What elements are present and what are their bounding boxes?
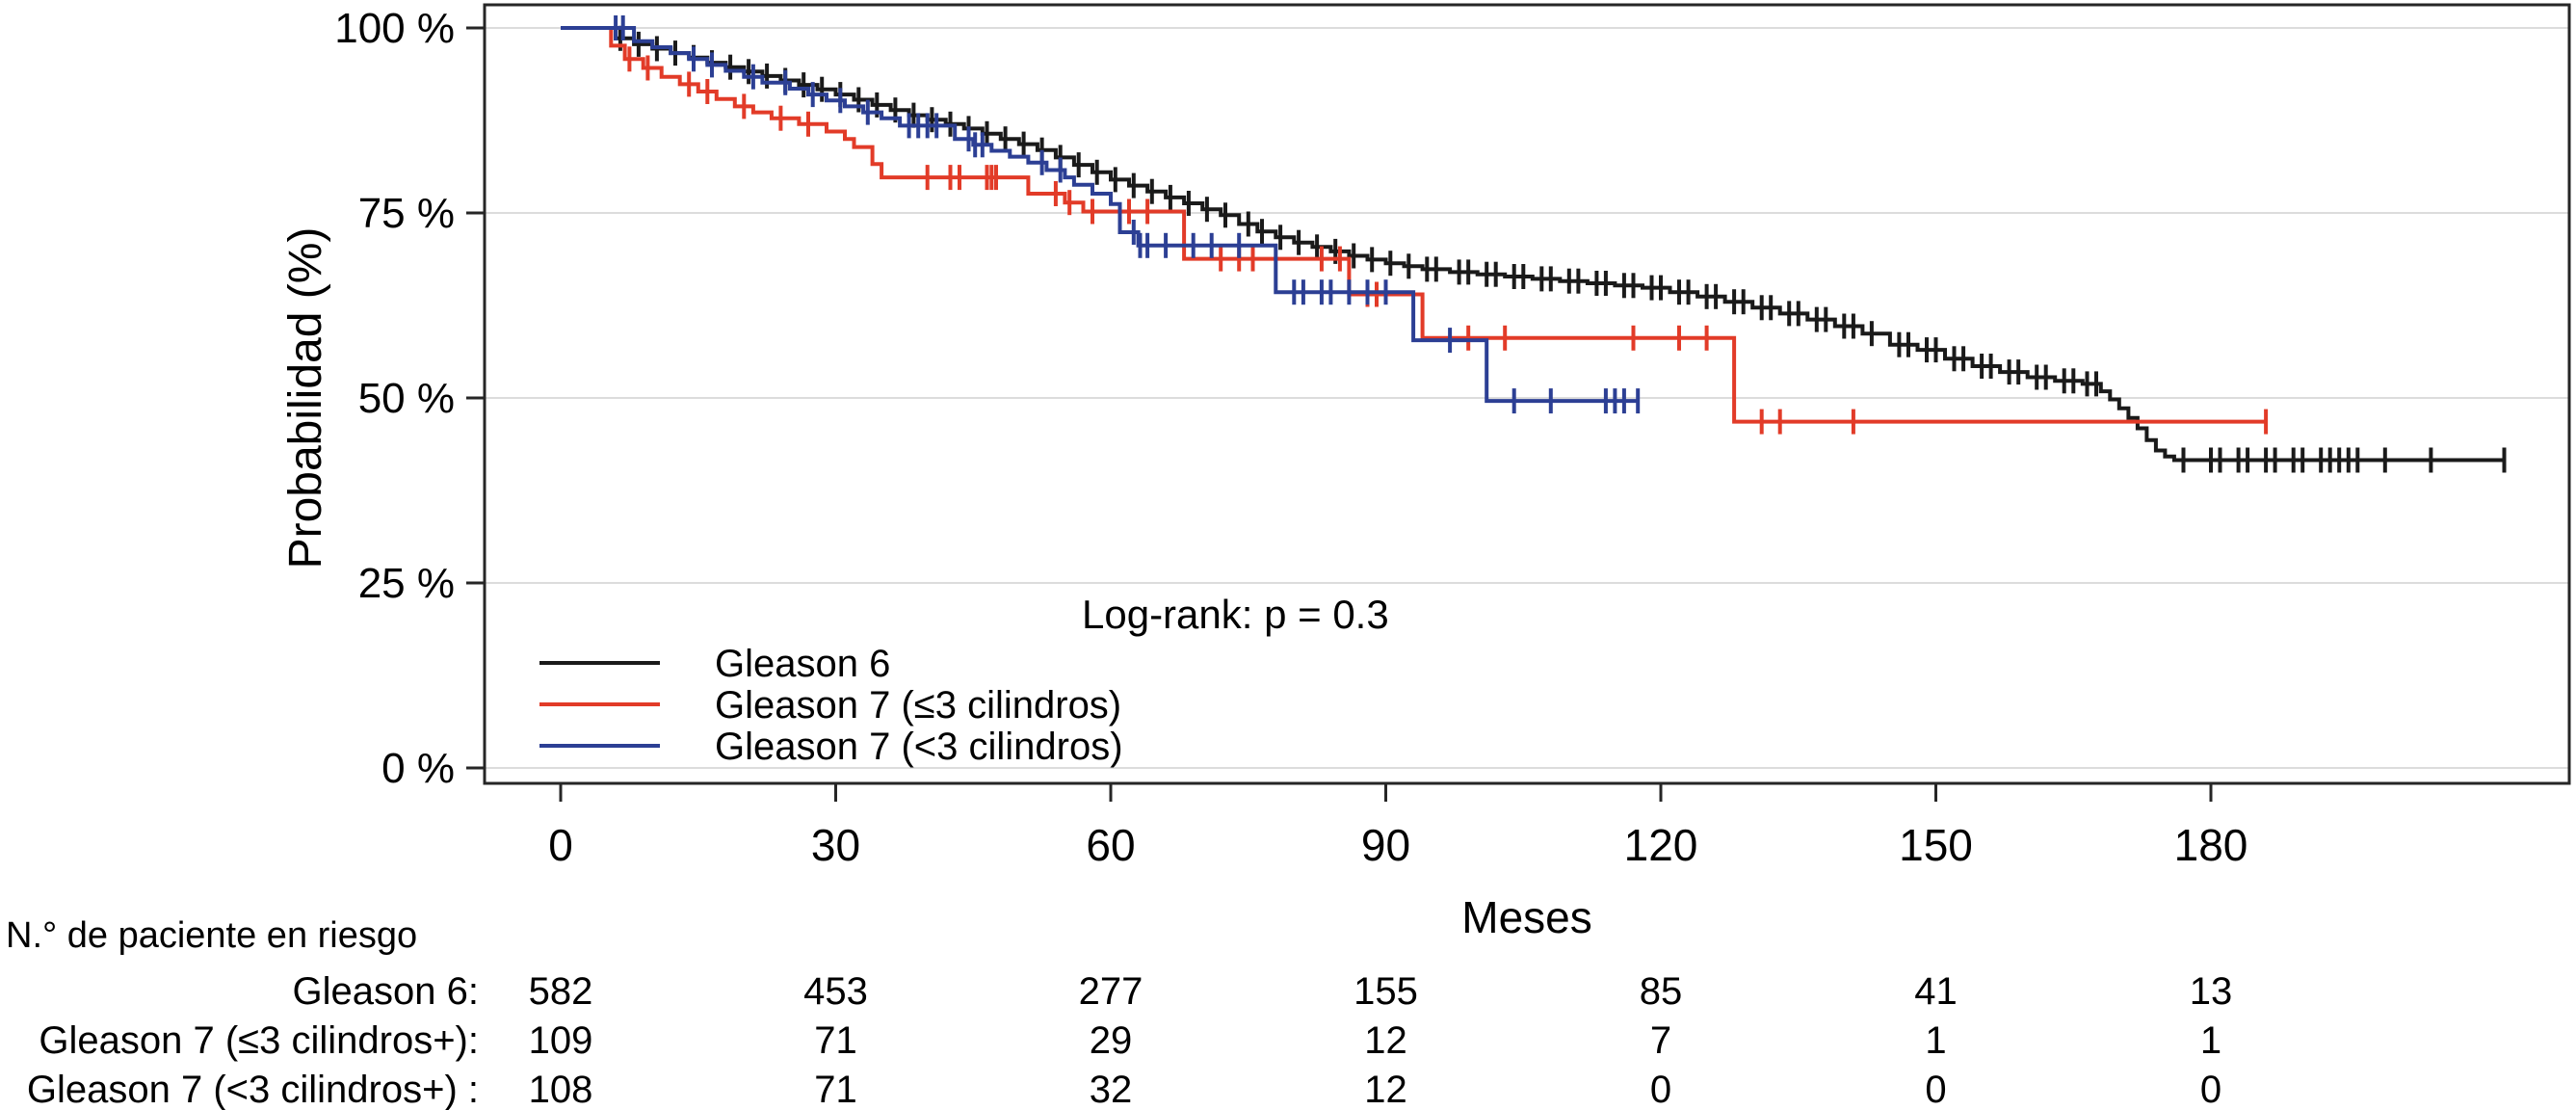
risk-count-row1-t120: 85 (1640, 970, 1683, 1013)
risk-count-row1-t60: 277 (1079, 970, 1143, 1013)
legend-label-gleason6: Gleason 6 (715, 643, 890, 685)
x-axis-title: Meses (1461, 892, 1591, 942)
risk-count-row2-t180: 1 (2200, 1019, 2221, 1062)
y-tick-label: 0 % (381, 745, 455, 792)
risk-row-label-gleason7-lt3: Gleason 7 (<3 cilindros+) : (27, 1069, 479, 1110)
risk-row-label-gleason6: Gleason 6: (293, 970, 479, 1013)
risk-count-row2-t150: 1 (1925, 1019, 1946, 1062)
logrank-annotation: Log-rank: p = 0.3 (1082, 592, 1389, 637)
plot-border (483, 3, 2571, 785)
km-curve-series-1 (561, 26, 2505, 462)
x-tick-label: 0 (548, 820, 573, 870)
axes-layer: 0 30 60 90 120 150 180 0 % 25 % 50 % 75 % 100 % (334, 5, 2247, 870)
risk-count-row2-t120: 7 (1650, 1019, 1671, 1062)
y-axis-title: Probabilidad (%) (280, 227, 331, 569)
risk-count-row3-t60: 32 (1090, 1069, 1133, 1110)
risk-count-row3-t0: 108 (529, 1069, 593, 1110)
x-tick-label: 180 (2174, 820, 2248, 870)
risk-count-row2-t60: 29 (1090, 1019, 1133, 1062)
legend-label-gleason7-le3: Gleason 7 (≤3 cilindros) (715, 684, 1121, 727)
legend: Gleason 6 Gleason 7 (≤3 cilindros) Gleas… (539, 643, 1123, 768)
y-tick-label: 25 % (358, 560, 455, 607)
y-tick-label: 50 % (358, 375, 455, 422)
legend-label-gleason7-lt3: Gleason 7 (<3 cilindros) (715, 726, 1123, 768)
risk-count-row2-t30: 71 (814, 1019, 857, 1062)
risk-count-row1-t30: 453 (803, 970, 868, 1013)
risk-table-header: N.° de paciente en riesgo (6, 915, 417, 956)
risk-count-row1-t150: 41 (1914, 970, 1958, 1013)
risk-count-row3-t180: 0 (2200, 1069, 2221, 1110)
risk-count-row3-t30: 71 (814, 1069, 857, 1110)
gridlines-layer (485, 27, 2569, 769)
risk-row-label-gleason7-le3: Gleason 7 (≤3 cilindros+): (39, 1019, 479, 1062)
risk-count-row3-t120: 0 (1650, 1069, 1671, 1110)
risk-count-row1-t90: 155 (1354, 970, 1418, 1013)
km-curve-series-3 (561, 26, 1639, 404)
risk-count-row1-t180: 13 (2190, 970, 2233, 1013)
x-tick-label: 30 (811, 820, 860, 870)
km-curve-series-2 (561, 26, 2267, 424)
risk-count-row2-t0: 109 (529, 1019, 593, 1062)
y-tick-label: 75 % (358, 190, 455, 237)
risk-count-row1-t0: 582 (529, 970, 593, 1013)
curves-layer (561, 15, 2507, 473)
x-tick-label: 120 (1624, 820, 1698, 870)
y-tick-label: 100 % (334, 5, 455, 52)
risk-count-row3-t150: 0 (1925, 1069, 1946, 1110)
risk-table: N.° de paciente en riesgo Gleason 6: Gle… (6, 915, 2232, 1110)
x-tick-label: 60 (1086, 820, 1135, 870)
risk-count-row3-t90: 12 (1364, 1069, 1407, 1110)
x-tick-label: 90 (1361, 820, 1410, 870)
x-tick-label: 150 (1899, 820, 1973, 870)
risk-count-row2-t90: 12 (1364, 1019, 1407, 1062)
